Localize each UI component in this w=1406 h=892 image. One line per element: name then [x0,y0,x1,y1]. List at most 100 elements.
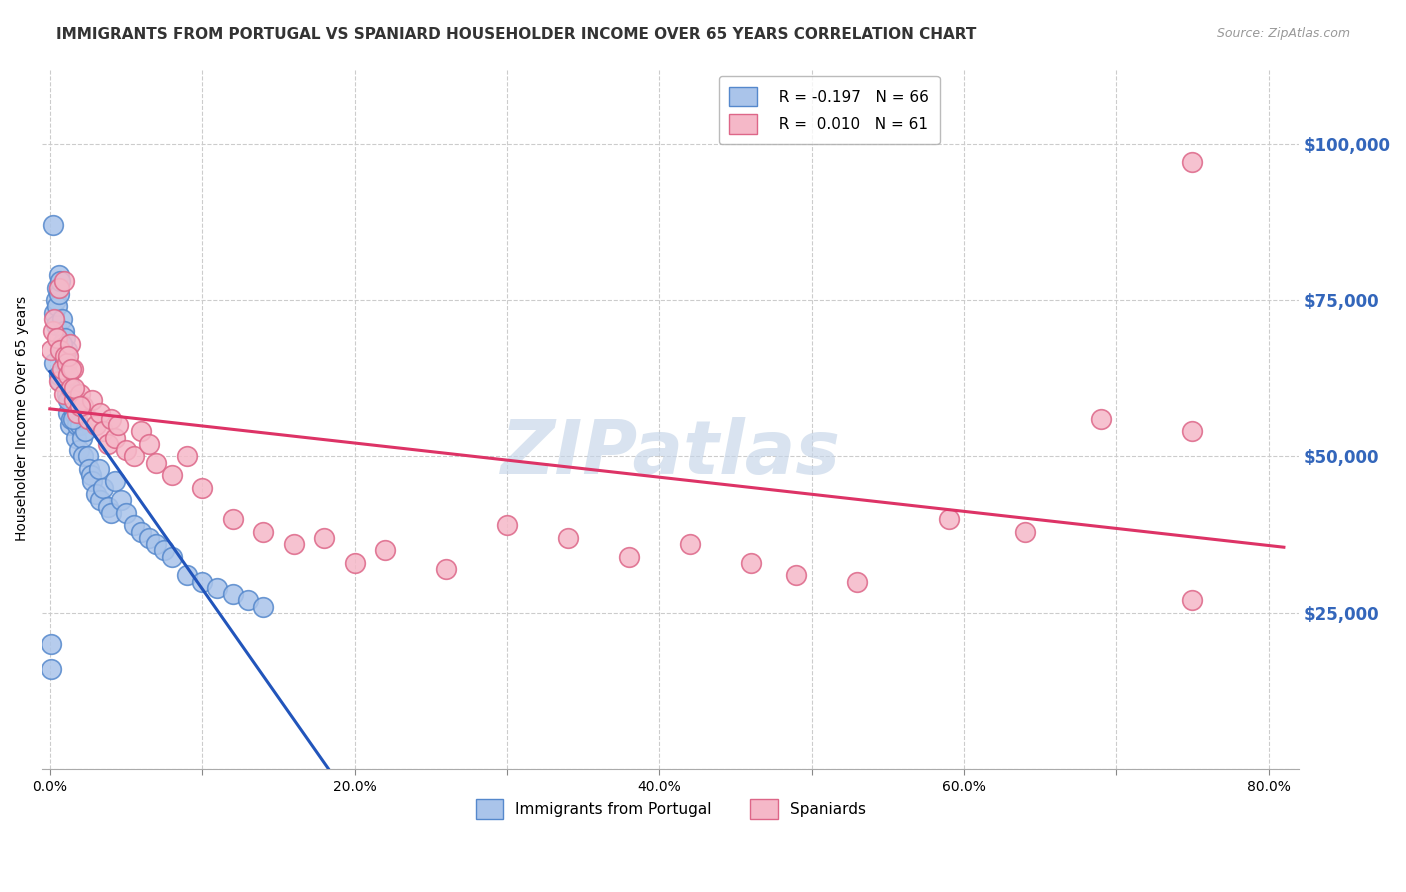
Point [62,412,84,426]
Point [938,512,960,526]
Point [69,418,91,433]
Point [65,431,87,445]
Text: ZIPatlas: ZIPatlas [501,417,841,491]
Point [104,431,127,445]
Point [52,387,75,401]
Point [79,462,101,476]
Point [557,531,579,545]
Point [97,437,120,451]
Point [72,450,94,464]
Point [67,443,90,458]
Point [1014,524,1036,539]
Point [56,406,79,420]
Point [46,280,69,294]
Point [56,375,79,389]
Point [51,311,73,326]
Point [60,387,83,401]
Point [52,324,75,338]
Point [77,412,100,426]
Point [110,493,132,508]
Point [191,481,214,495]
Y-axis label: Householder Income Over 65 years: Householder Income Over 65 years [15,296,30,541]
Point [69,400,91,414]
Point [51,336,73,351]
Point [55,343,77,357]
Point [846,574,869,589]
Point [82,393,104,408]
Point [283,537,305,551]
Point [63,381,86,395]
Point [53,349,76,363]
Point [115,506,138,520]
Point [138,437,160,451]
Point [41,343,63,357]
Point [104,475,127,489]
Point [1181,155,1204,169]
Point [207,581,229,595]
Point [63,393,86,408]
Point [42,324,65,338]
Point [44,311,66,326]
Point [122,518,145,533]
Point [100,412,122,426]
Point [49,274,72,288]
Point [59,393,82,408]
Point [312,531,335,545]
Point [53,362,76,376]
Point [66,406,89,420]
Point [87,462,110,476]
Point [145,537,167,551]
Point [145,456,167,470]
Point [48,280,70,294]
Point [56,349,79,363]
Point [52,349,75,363]
Point [48,375,70,389]
Text: Source: ZipAtlas.com: Source: ZipAtlas.com [1216,27,1350,40]
Point [53,330,76,344]
Point [82,475,104,489]
Point [617,549,640,564]
Point [160,468,183,483]
Point [52,274,75,288]
Point [46,299,69,313]
Point [343,556,366,570]
Point [1181,425,1204,439]
Point [115,443,138,458]
Point [740,556,762,570]
Text: IMMIGRANTS FROM PORTUGAL VS SPANIARD HOUSEHOLDER INCOME OVER 65 YEARS CORRELATIO: IMMIGRANTS FROM PORTUGAL VS SPANIARD HOU… [56,27,977,42]
Point [49,343,72,357]
Point [48,368,70,383]
Point [55,387,77,401]
Point [221,512,243,526]
Point [69,387,91,401]
Point [785,568,807,582]
Point [89,493,111,508]
Point [374,543,396,558]
Point [46,330,69,344]
Point [191,574,214,589]
Point [496,518,519,533]
Point [176,450,198,464]
Point [72,400,94,414]
Legend: Immigrants from Portugal, Spaniards: Immigrants from Portugal, Spaniards [470,793,872,825]
Point [44,356,66,370]
Point [1181,593,1204,607]
Point [59,418,82,433]
Point [66,418,89,433]
Point [56,368,79,383]
Point [41,637,63,651]
Point [91,425,114,439]
Point [91,481,114,495]
Point [63,406,86,420]
Point [1090,412,1112,426]
Point [89,406,111,420]
Point [45,318,67,332]
Point [80,468,103,483]
Point [60,362,83,376]
Point [49,375,72,389]
Point [153,543,176,558]
Point [107,418,129,433]
Point [53,356,76,370]
Point [236,593,259,607]
Point [45,293,67,307]
